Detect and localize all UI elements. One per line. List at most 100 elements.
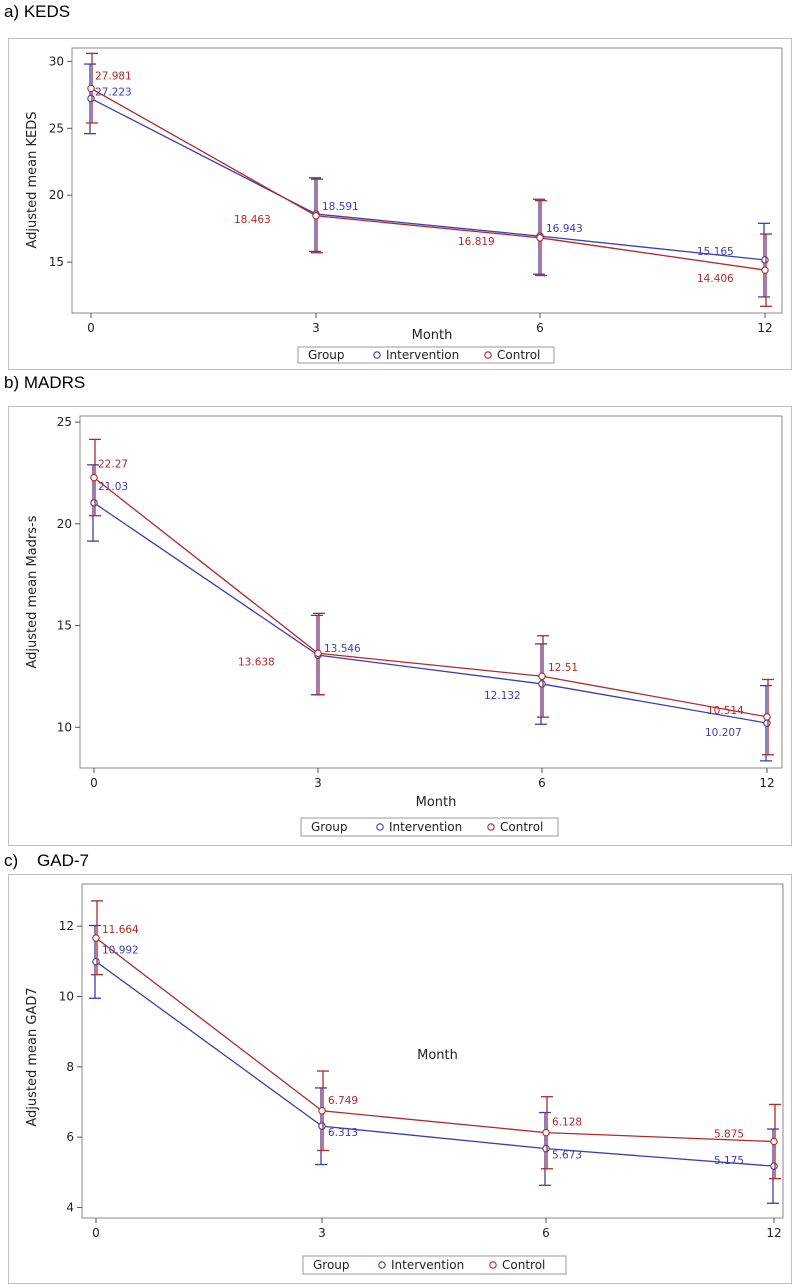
data-point [770, 1162, 778, 1170]
legend: Group Intervention Control [297, 346, 555, 364]
y-tick-label: 10 [59, 990, 74, 1004]
series-intervention: 10.992 6.313 5.673 5.175 [89, 924, 779, 1204]
panel-title-gad7: c) GAD-7 [4, 851, 90, 870]
data-label: 10.207 [705, 727, 742, 739]
data-point [770, 1137, 778, 1146]
legend-box [300, 817, 559, 837]
data-point [87, 94, 95, 103]
plot-area [79, 415, 783, 769]
data-label: 5.673 [552, 1150, 582, 1162]
x-tick-label: 0 [92, 1226, 100, 1240]
data-point [761, 266, 769, 274]
series-line [93, 502, 768, 724]
y-tick-label: 12 [59, 919, 74, 933]
data-point [312, 212, 320, 220]
y-tick-label: 30 [49, 54, 64, 68]
chart-gad7: 4 6 8 10 12 0 3 6 12 Month Adjusted mean GAD7 10.99… [25, 883, 784, 1275]
data-label: 22.27 [98, 459, 128, 471]
data-point [763, 719, 771, 727]
data-label: 13.546 [324, 643, 361, 655]
series-intervention: 27.223 18.591 16.943 15.165 [84, 63, 770, 298]
y-tick-label: 25 [57, 415, 72, 429]
data-label: 15.165 [697, 246, 734, 258]
data-label: 5.875 [714, 1129, 744, 1141]
y-tick-label: 15 [49, 255, 64, 269]
data-label: 12.51 [548, 662, 578, 674]
legend-title: Group [313, 1258, 350, 1272]
legend-box [302, 1255, 567, 1275]
y-axis-label: Adjusted mean KEDS [25, 111, 40, 248]
data-label: 11.664 [102, 924, 139, 936]
y-tick-label: 15 [57, 619, 72, 633]
y-axis-label: Adjusted mean Madrs-s [25, 515, 40, 668]
legend-marker-intervention [378, 1261, 386, 1269]
series-intervention: 21.03 13.546 12.132 10.207 [87, 464, 772, 762]
x-tick-label: 12 [766, 1226, 781, 1240]
y-tick-label: 25 [49, 121, 64, 135]
data-point [536, 234, 544, 242]
data-label: 18.463 [234, 214, 271, 226]
x-tick-label: 3 [318, 1226, 326, 1240]
legend-marker-control [484, 351, 492, 359]
legend-label-control: Control [502, 1258, 545, 1272]
series-line [95, 961, 775, 1167]
plot-area [81, 883, 784, 1219]
data-point [314, 649, 322, 658]
data-point [542, 1128, 550, 1137]
legend-box [297, 346, 555, 364]
x-axis-label: Month [412, 328, 453, 343]
legend: Group Intervention Control [302, 1255, 567, 1275]
legend-title: Group [308, 348, 345, 362]
legend-label-intervention: Intervention [389, 820, 462, 834]
x-tick-label: 6 [536, 321, 544, 335]
data-label: 6.749 [328, 1095, 358, 1107]
data-point [538, 672, 546, 680]
x-tick-label: 12 [759, 776, 774, 790]
legend: Group Intervention Control [300, 817, 559, 837]
data-label: 5.175 [714, 1155, 744, 1167]
x-tick-label: 3 [314, 776, 322, 790]
data-label: 6.313 [328, 1127, 358, 1139]
data-label: 10.514 [707, 705, 744, 717]
y-tick-label: 10 [57, 720, 72, 734]
data-label: 16.819 [458, 236, 495, 248]
legend-label-control: Control [500, 820, 543, 834]
legend-label-control: Control [497, 348, 540, 362]
data-point [92, 957, 100, 966]
x-axis-label: Month [416, 795, 457, 810]
legend-marker-intervention [376, 823, 384, 831]
data-point [90, 473, 98, 482]
series-line [93, 477, 768, 718]
legend-marker-control [487, 823, 495, 831]
y-tick-label: 4 [66, 1200, 74, 1214]
x-tick-label: 0 [87, 321, 95, 335]
series-control: 11.664 6.749 6.128 5.875 [91, 900, 781, 1180]
data-point [761, 256, 769, 264]
legend-label-intervention: Intervention [391, 1258, 464, 1272]
data-label: 10.992 [102, 945, 139, 957]
y-tick-label: 20 [49, 188, 64, 202]
data-label: 6.128 [552, 1117, 582, 1129]
data-point [763, 713, 771, 721]
data-label: 13.638 [238, 656, 275, 668]
panel-title-keds: a) KEDS [4, 2, 71, 21]
data-label: 12.132 [484, 690, 521, 702]
series-control: 27.981 18.463 16.819 14.406 [86, 52, 772, 307]
chart-frame-madrs [8, 406, 792, 846]
legend-title: Group [311, 820, 348, 834]
chart-frame-keds [8, 38, 792, 370]
series-line [95, 937, 775, 1143]
data-point [318, 1122, 326, 1130]
x-tick-label: 6 [542, 1226, 550, 1240]
y-tick-label: 6 [66, 1130, 74, 1144]
data-label: 21.03 [98, 481, 128, 493]
data-point [87, 84, 95, 93]
chart-keds: 15 20 25 30 0 3 6 12 Month Adjusted mean KEDS 27.2… [25, 47, 783, 364]
data-label: 16.943 [546, 223, 583, 235]
plot-area [71, 47, 783, 314]
legend-marker-control [489, 1261, 497, 1269]
data-point [90, 499, 98, 507]
y-tick-label: 20 [57, 517, 72, 531]
x-tick-label: 12 [757, 321, 772, 335]
